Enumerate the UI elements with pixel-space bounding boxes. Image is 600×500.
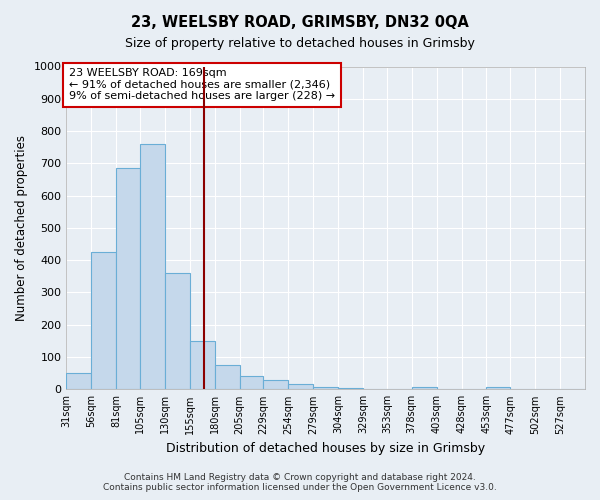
Bar [239, 376, 263, 390]
Bar [116, 168, 140, 390]
X-axis label: Distribution of detached houses by size in Grimsby: Distribution of detached houses by size … [166, 442, 485, 455]
Bar [140, 144, 165, 390]
Bar [289, 384, 313, 390]
Bar [67, 373, 91, 390]
Y-axis label: Number of detached properties: Number of detached properties [15, 135, 28, 321]
Text: Contains HM Land Registry data © Crown copyright and database right 2024.
Contai: Contains HM Land Registry data © Crown c… [103, 473, 497, 492]
Bar [412, 386, 437, 390]
Bar [338, 388, 363, 390]
Text: 23, WEELSBY ROAD, GRIMSBY, DN32 0QA: 23, WEELSBY ROAD, GRIMSBY, DN32 0QA [131, 15, 469, 30]
Bar [190, 341, 215, 390]
Bar [215, 365, 239, 390]
Text: Size of property relative to detached houses in Grimsby: Size of property relative to detached ho… [125, 38, 475, 51]
Bar [487, 386, 511, 390]
Text: 23 WEELSBY ROAD: 169sqm
← 91% of detached houses are smaller (2,346)
9% of semi-: 23 WEELSBY ROAD: 169sqm ← 91% of detache… [69, 68, 335, 102]
Bar [165, 273, 190, 390]
Bar [313, 386, 338, 390]
Bar [91, 252, 116, 390]
Bar [263, 380, 289, 390]
